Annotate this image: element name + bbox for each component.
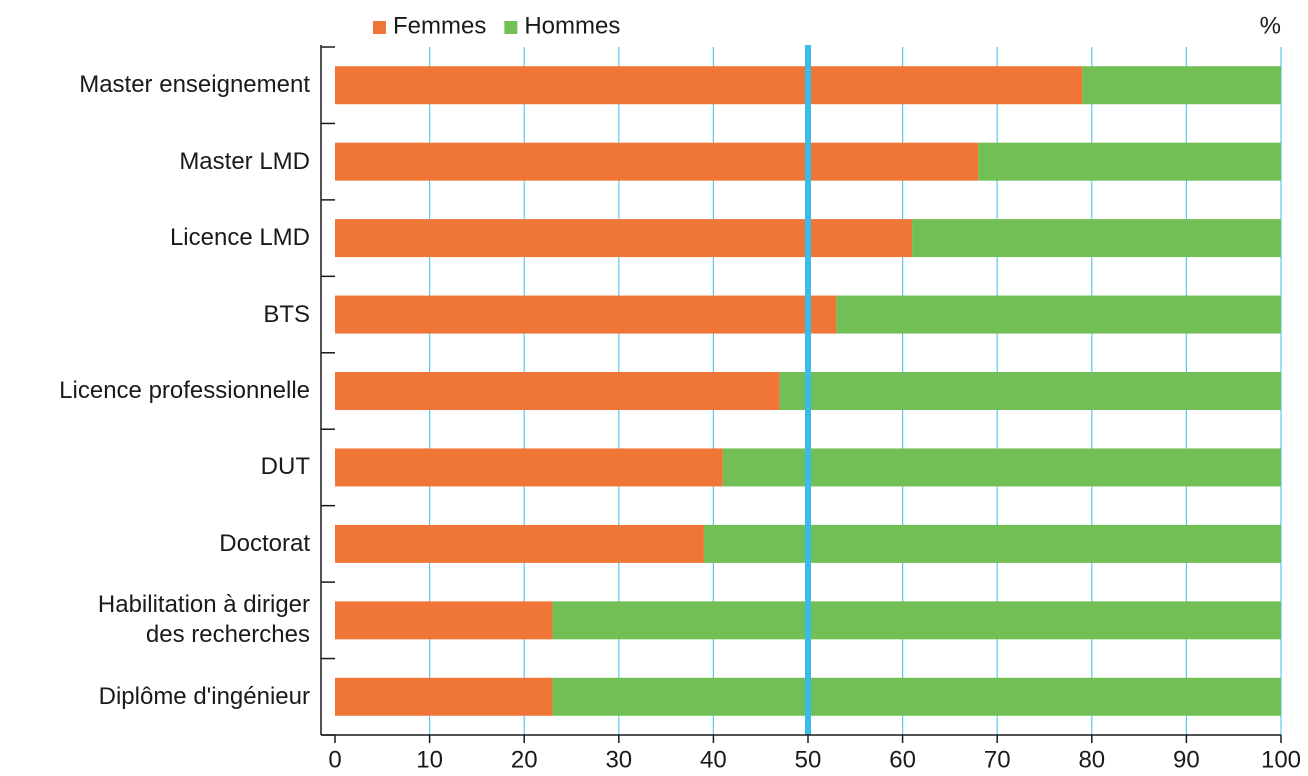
bar-segment bbox=[722, 448, 1281, 487]
y-tick-label: Licence LMD bbox=[169, 224, 310, 252]
bar-segment bbox=[912, 219, 1281, 258]
bar-segment bbox=[335, 66, 1083, 105]
x-tick-label: 80 bbox=[1078, 746, 1105, 773]
bar-segment bbox=[335, 142, 979, 181]
bar-segment bbox=[335, 295, 837, 334]
x-tick-label: 40 bbox=[700, 746, 727, 773]
x-tick-label: 70 bbox=[984, 746, 1011, 773]
y-tick-label: Habilitation à diriger des recherches bbox=[97, 591, 310, 649]
bar-segment bbox=[836, 295, 1281, 334]
bar-segment bbox=[335, 219, 913, 258]
y-tick-label: Master LMD bbox=[179, 147, 310, 175]
y-tick-label: Doctorat bbox=[219, 529, 310, 557]
bar-segment bbox=[335, 524, 704, 563]
bar-segment bbox=[552, 677, 1281, 716]
legend-swatch bbox=[504, 21, 518, 34]
y-tick-label: Diplôme d'ingénieur bbox=[98, 682, 310, 710]
bar-segment bbox=[335, 601, 553, 640]
bar-segment bbox=[335, 448, 723, 487]
x-tick-label: 60 bbox=[889, 746, 916, 773]
legend-label: Hommes bbox=[524, 12, 620, 39]
y-tick-label: Licence professionnelle bbox=[59, 377, 310, 404]
bar-segment bbox=[1082, 66, 1281, 105]
bar-segment bbox=[978, 142, 1281, 181]
bar-segment bbox=[335, 372, 780, 410]
bar-segment bbox=[703, 524, 1281, 563]
x-tick-label: 20 bbox=[511, 746, 538, 773]
y-tick-label: DUT bbox=[260, 453, 310, 481]
x-tick-label: 50 bbox=[795, 746, 822, 773]
legend-swatch bbox=[373, 21, 386, 34]
y-tick-label: BTS bbox=[263, 300, 310, 328]
x-tick-label: 30 bbox=[605, 746, 632, 773]
x-tick-label: 0 bbox=[328, 746, 341, 773]
x-tick-label: 90 bbox=[1173, 746, 1200, 773]
legend-label: Femmes bbox=[393, 12, 486, 39]
bar-segment bbox=[335, 677, 553, 716]
y-tick-label: Master enseignement bbox=[79, 71, 310, 99]
x-axis-label: % bbox=[1260, 12, 1281, 39]
x-tick-label: 10 bbox=[416, 746, 443, 773]
bar-segment bbox=[779, 372, 1281, 410]
x-tick-label: 100 bbox=[1261, 746, 1301, 773]
bar-segment bbox=[552, 601, 1281, 640]
